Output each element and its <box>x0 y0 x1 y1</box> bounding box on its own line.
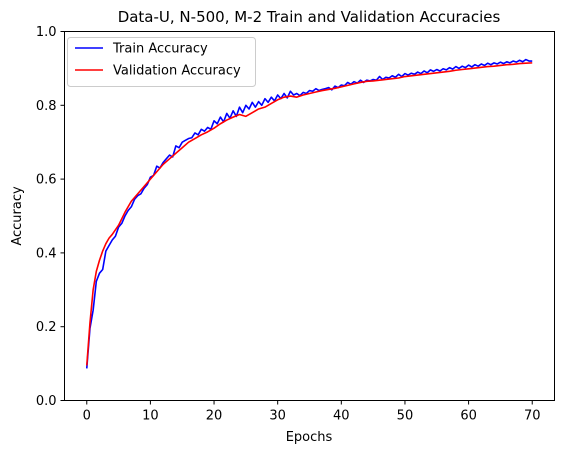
y-axis-label: Accuracy <box>10 186 25 246</box>
y-tick-label: 0.2 <box>36 320 57 335</box>
plot-frame <box>64 31 555 401</box>
x-tick-label: 60 <box>460 409 477 424</box>
y-tick-label: 0.6 <box>36 173 57 188</box>
legend-label-validation: Validation Accuracy <box>113 64 241 79</box>
y-tick-label: 1.0 <box>36 25 57 40</box>
y-tick-label: 0.8 <box>36 99 57 114</box>
x-tick-label: 30 <box>269 409 286 424</box>
y-tick-label: 0.0 <box>36 394 57 409</box>
x-tick-label: 20 <box>206 409 223 424</box>
x-axis-label: Epochs <box>286 430 333 445</box>
series-line-validation <box>85 62 533 366</box>
y-axis: 0.0 0.2 0.4 0.6 0.8 1.0 <box>36 25 65 409</box>
series-line-train <box>85 58 533 369</box>
x-tick-label: 10 <box>142 409 159 424</box>
legend-box <box>67 37 256 87</box>
legend-label-train: Train Accuracy <box>112 42 208 57</box>
x-tick-label: 0 <box>83 409 91 424</box>
legend: Train Accuracy Validation Accuracy <box>67 37 256 87</box>
x-tick-label: 40 <box>333 409 350 424</box>
x-tick-label: 70 <box>524 409 541 424</box>
chart-title: Data-U, N-500, M-2 Train and Validation … <box>118 8 501 26</box>
plot-lines <box>85 58 533 369</box>
y-tick-label: 0.4 <box>36 246 57 261</box>
x-axis: 0 10 20 30 40 50 60 70 <box>83 400 541 424</box>
x-tick-label: 50 <box>397 409 414 424</box>
